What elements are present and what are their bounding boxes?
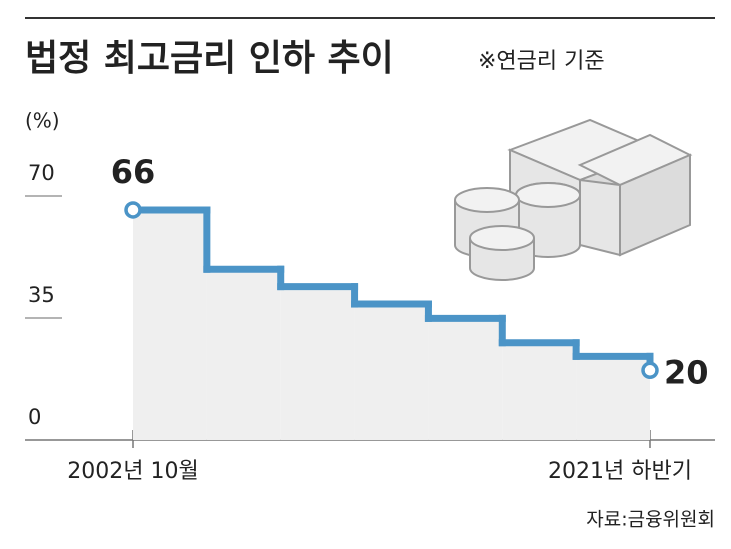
source: 자료:금융위원회 [586, 509, 715, 531]
value-label: 66 [111, 153, 156, 191]
area-step [576, 356, 650, 440]
x-tick-label: 2021년 하반기 [548, 459, 692, 484]
area-step [502, 342, 577, 440]
money-illustration [454, 118, 693, 281]
y-tick-label: 70 [28, 161, 55, 185]
y-tick-label: 0 [28, 405, 41, 429]
y-unit: (%) [25, 109, 60, 133]
area-step [133, 209, 207, 440]
point [124, 201, 142, 219]
x-tick-label: 2002년 10월 [67, 459, 198, 484]
area-step [354, 304, 429, 440]
area-step [428, 318, 503, 440]
y-tick-label: 35 [28, 283, 55, 307]
chart-title: 법정 최고금리 인하 추이 [25, 38, 394, 79]
area-step [206, 269, 281, 440]
area-step [280, 286, 355, 440]
point [641, 361, 659, 380]
chart-subtitle: ※연금리 기준 [478, 49, 605, 74]
value-label: 20 [664, 353, 709, 391]
